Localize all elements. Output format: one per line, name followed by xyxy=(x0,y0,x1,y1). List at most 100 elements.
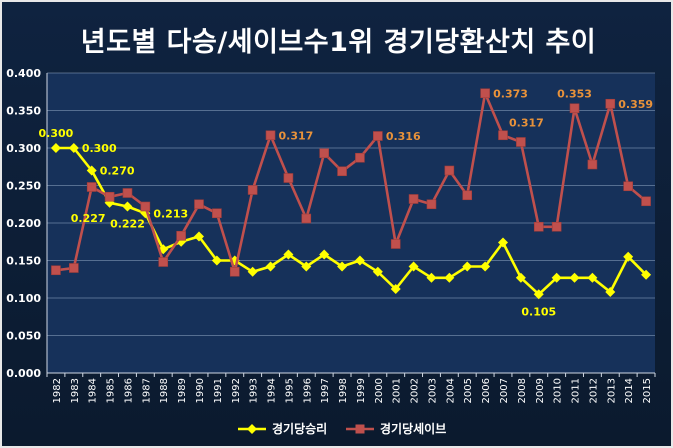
diamond-marker xyxy=(68,143,79,153)
data-label: 0.373 xyxy=(493,87,528,100)
data-label: 0.317 xyxy=(279,129,314,142)
x-tick-label: 1983 xyxy=(70,378,81,403)
legend-diamond-marker xyxy=(247,424,257,434)
diamond-marker xyxy=(605,287,616,297)
x-tick-label: 1992 xyxy=(231,378,242,403)
diamond-marker xyxy=(50,143,61,153)
y-tick-label: 0.300 xyxy=(6,142,41,155)
square-marker xyxy=(283,173,294,183)
square-marker xyxy=(229,266,240,277)
legend-label: 경기당세이브 xyxy=(380,421,446,436)
x-tick-label: 1984 xyxy=(88,378,99,403)
square-marker xyxy=(301,213,312,224)
y-tick-label: 0.050 xyxy=(6,330,41,343)
x-tick-label: 1987 xyxy=(141,378,152,403)
data-label: 0.300 xyxy=(82,142,117,155)
x-tick-label: 1982 xyxy=(52,378,63,403)
square-marker xyxy=(69,263,79,273)
data-label: 0.353 xyxy=(557,87,592,100)
gridlines xyxy=(47,72,655,374)
x-tick-label: 1985 xyxy=(106,378,117,403)
square-marker xyxy=(587,159,598,170)
legend-label: 경기당승리 xyxy=(272,421,327,436)
square-marker xyxy=(444,165,455,176)
diamond-marker xyxy=(551,272,562,283)
x-tick-label: 2009 xyxy=(535,378,546,403)
x-tick-label: 2001 xyxy=(392,378,403,403)
diamond-marker xyxy=(301,261,312,272)
x-tick-label: 1990 xyxy=(195,378,206,403)
diamond-marker xyxy=(515,272,526,283)
diamond-marker xyxy=(569,272,580,283)
square-marker xyxy=(516,137,526,147)
diamond-marker xyxy=(194,231,204,242)
x-tick-label: 1997 xyxy=(320,378,331,403)
square-marker xyxy=(569,103,580,114)
square-marker xyxy=(390,239,401,249)
y-tick-label: 0.150 xyxy=(6,255,41,268)
x-tick-label: 2004 xyxy=(445,378,456,403)
legend: 경기당승리 경기당세이브 xyxy=(238,421,446,436)
y-tick-label: 0.350 xyxy=(6,105,41,118)
data-label: 0.227 xyxy=(71,212,106,225)
diamond-marker xyxy=(498,237,508,248)
square-marker xyxy=(140,201,151,212)
x-tick-label: 2015 xyxy=(642,378,653,403)
square-marker xyxy=(176,230,186,241)
y-tick-label: 0.100 xyxy=(6,292,41,305)
x-tick-label: 2010 xyxy=(553,378,564,403)
square-marker xyxy=(551,221,562,232)
x-tick-label: 2011 xyxy=(571,378,582,403)
y-tick-label: 0.000 xyxy=(6,367,41,380)
x-tick-label: 2014 xyxy=(624,378,635,403)
data-label: 0.359 xyxy=(618,98,653,111)
x-tick-label: 1993 xyxy=(249,378,260,403)
y-tick-label: 0.400 xyxy=(6,67,41,80)
x-tick-label: 1995 xyxy=(284,378,295,403)
x-tick-label: 2003 xyxy=(427,378,438,403)
diamond-marker xyxy=(408,261,419,272)
x-tick-label: 2006 xyxy=(481,378,492,403)
square-marker xyxy=(605,98,616,109)
diamond-marker xyxy=(372,266,383,277)
diamond-marker xyxy=(247,266,258,277)
x-tick-label: 1996 xyxy=(302,378,313,403)
square-marker xyxy=(194,199,204,210)
square-marker xyxy=(355,152,365,163)
x-tick-label: 2008 xyxy=(517,378,528,403)
y-tick-label: 0.250 xyxy=(6,180,41,193)
x-tick-label: 1986 xyxy=(123,378,134,403)
diamond-marker xyxy=(354,255,365,266)
diamond-marker xyxy=(211,255,222,266)
x-tick-label: 2007 xyxy=(499,378,510,403)
diamond-marker xyxy=(480,261,491,272)
square-marker xyxy=(51,265,61,276)
data-label: 0.270 xyxy=(100,165,135,178)
diamond-marker xyxy=(641,269,652,280)
x-tick-label: 2000 xyxy=(374,378,385,403)
diamond-marker xyxy=(444,272,455,283)
diamond-marker xyxy=(319,249,330,260)
square-marker xyxy=(498,130,508,141)
diamond-marker xyxy=(533,289,544,300)
square-marker xyxy=(319,148,329,159)
x-tick-label: 1989 xyxy=(177,378,188,403)
data-labels: 0.300 0.300 0.270 0.227 0.222 0.213 0.105 0.317… xyxy=(39,87,654,318)
square-marker xyxy=(86,182,97,192)
diamond-marker xyxy=(390,284,401,294)
square-marker xyxy=(247,185,258,195)
x-tick-label: 1991 xyxy=(213,378,224,403)
x-tick-label: 1999 xyxy=(356,378,367,403)
diamond-marker xyxy=(265,261,276,272)
square-marker xyxy=(122,188,133,198)
diamond-marker xyxy=(337,261,348,272)
square-marker xyxy=(641,196,651,207)
square-marker xyxy=(265,130,276,141)
square-marker xyxy=(623,181,633,192)
series-line-2 xyxy=(55,92,647,274)
square-marker xyxy=(158,257,169,267)
y-tick-label: 0.200 xyxy=(6,217,41,230)
data-label: 0.105 xyxy=(521,305,556,318)
